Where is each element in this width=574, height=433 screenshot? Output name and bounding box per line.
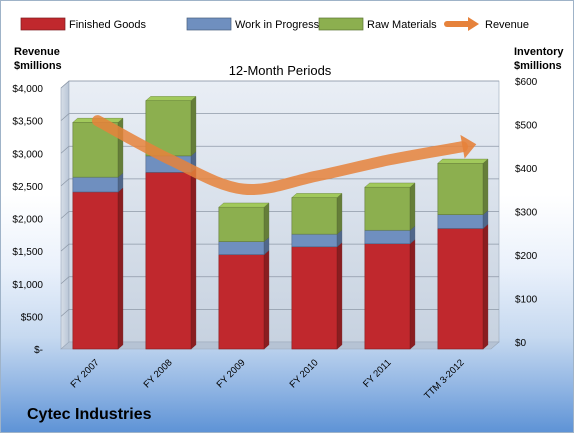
legend-item: Work in Progress <box>186 17 320 31</box>
bar-face <box>72 191 119 350</box>
legend-swatch <box>20 17 66 31</box>
legend-swatch <box>186 17 232 31</box>
right-tick-label: $400 <box>515 164 538 175</box>
bar-face <box>291 246 338 350</box>
bar-segment <box>72 187 124 350</box>
legend: Finished Goods Work in Progress Raw Materi… <box>20 17 529 31</box>
bar-side <box>263 202 270 242</box>
right-tick-label: $100 <box>515 295 538 306</box>
gridline <box>60 145 499 154</box>
bar-segment <box>218 202 270 242</box>
bar-face <box>437 214 484 229</box>
legend-item: Revenue <box>444 17 529 31</box>
bar-segment <box>437 209 489 229</box>
bar-face <box>218 241 265 255</box>
right-axis-title-line1: Inventory <box>514 46 564 58</box>
left-tick-label: $2,500 <box>12 182 43 193</box>
bar-face <box>291 233 338 248</box>
legend-label: Work in Progress <box>235 19 320 31</box>
bar-segment <box>291 242 343 350</box>
left-axis-title-line1: Revenue <box>14 46 60 58</box>
bar-segment <box>291 192 343 235</box>
bar-face <box>364 186 411 231</box>
bar-face <box>364 229 411 245</box>
bar-side <box>190 167 197 350</box>
bar-segment <box>437 223 489 350</box>
legend-label: Raw Materials <box>367 19 437 31</box>
bar-side <box>409 182 416 231</box>
bar-side <box>336 242 343 350</box>
right-tick-label: $0 <box>515 338 527 349</box>
x-tick-label: FY 2011 <box>361 357 394 390</box>
x-tick-label: FY 2009 <box>215 357 248 390</box>
gridline <box>60 308 499 317</box>
left-tick-label: $- <box>34 345 43 356</box>
left-tick-label: $3,000 <box>12 149 43 160</box>
gridline <box>60 178 499 187</box>
plot-floor <box>60 341 500 350</box>
x-tick-label: FY 2010 <box>288 357 321 390</box>
bar-face <box>145 172 192 350</box>
right-tick-label: $300 <box>515 208 538 219</box>
bar-segment <box>72 172 124 193</box>
left-tick-label: $4,000 <box>12 84 43 95</box>
legend-arrow-swatch <box>468 17 479 31</box>
bar-face <box>72 176 119 193</box>
company-name: Cytec Industries <box>27 406 152 423</box>
bar-face <box>218 254 265 350</box>
legend-item: Raw Materials <box>318 17 437 31</box>
chart-title: 12-Month Periods <box>229 63 332 78</box>
right-tick-label: $600 <box>515 77 538 88</box>
x-tick-label: FY 2008 <box>142 357 175 390</box>
bar-face <box>218 206 265 242</box>
bar-top <box>364 182 416 188</box>
revenue-arrowhead <box>460 134 477 159</box>
bar-side <box>482 158 489 216</box>
bar-side <box>263 249 270 350</box>
gridline <box>60 276 499 285</box>
left-tick-label: $2,000 <box>12 215 43 226</box>
bar-segment <box>437 158 489 216</box>
bar-segment <box>364 239 416 350</box>
bar-side <box>409 239 416 350</box>
bar-side <box>336 192 343 235</box>
bar-top <box>437 158 489 164</box>
gridline <box>60 243 499 252</box>
bar-segment <box>218 236 270 256</box>
legend-item: Finished Goods <box>20 17 147 31</box>
bar-face <box>437 228 484 350</box>
left-tick-label: $3,500 <box>12 117 43 128</box>
left-tick-label: $1,500 <box>12 247 43 258</box>
left-tick-label: $500 <box>21 312 44 323</box>
right-tick-label: $200 <box>515 251 538 262</box>
bar-face <box>437 162 484 215</box>
bar-top <box>218 202 270 208</box>
bar-side <box>117 187 124 350</box>
x-tick-label: TTM 3-2012 <box>422 357 466 401</box>
x-tick-label: FY 2007 <box>69 357 102 390</box>
gridline <box>60 80 499 89</box>
legend-label: Revenue <box>485 19 529 31</box>
legend-label: Finished Goods <box>69 19 147 31</box>
bar-face <box>364 243 411 350</box>
right-axis-title-line2: $millions <box>514 60 562 72</box>
bar-top <box>145 96 197 101</box>
left-axis-title-line2: $millions <box>14 60 62 72</box>
bar-segment <box>364 182 416 231</box>
left-tick-label: $1,000 <box>12 280 43 291</box>
bar-face <box>291 197 338 235</box>
bar-side <box>482 223 489 350</box>
bar-segment <box>218 249 270 350</box>
right-tick-label: $500 <box>515 121 538 132</box>
gridline <box>60 211 499 219</box>
revenue-line <box>92 115 468 196</box>
legend-swatch <box>318 17 364 31</box>
bar-segment <box>145 167 197 350</box>
bar-side <box>190 95 197 157</box>
bar-top <box>291 193 343 198</box>
gridline <box>60 113 499 121</box>
